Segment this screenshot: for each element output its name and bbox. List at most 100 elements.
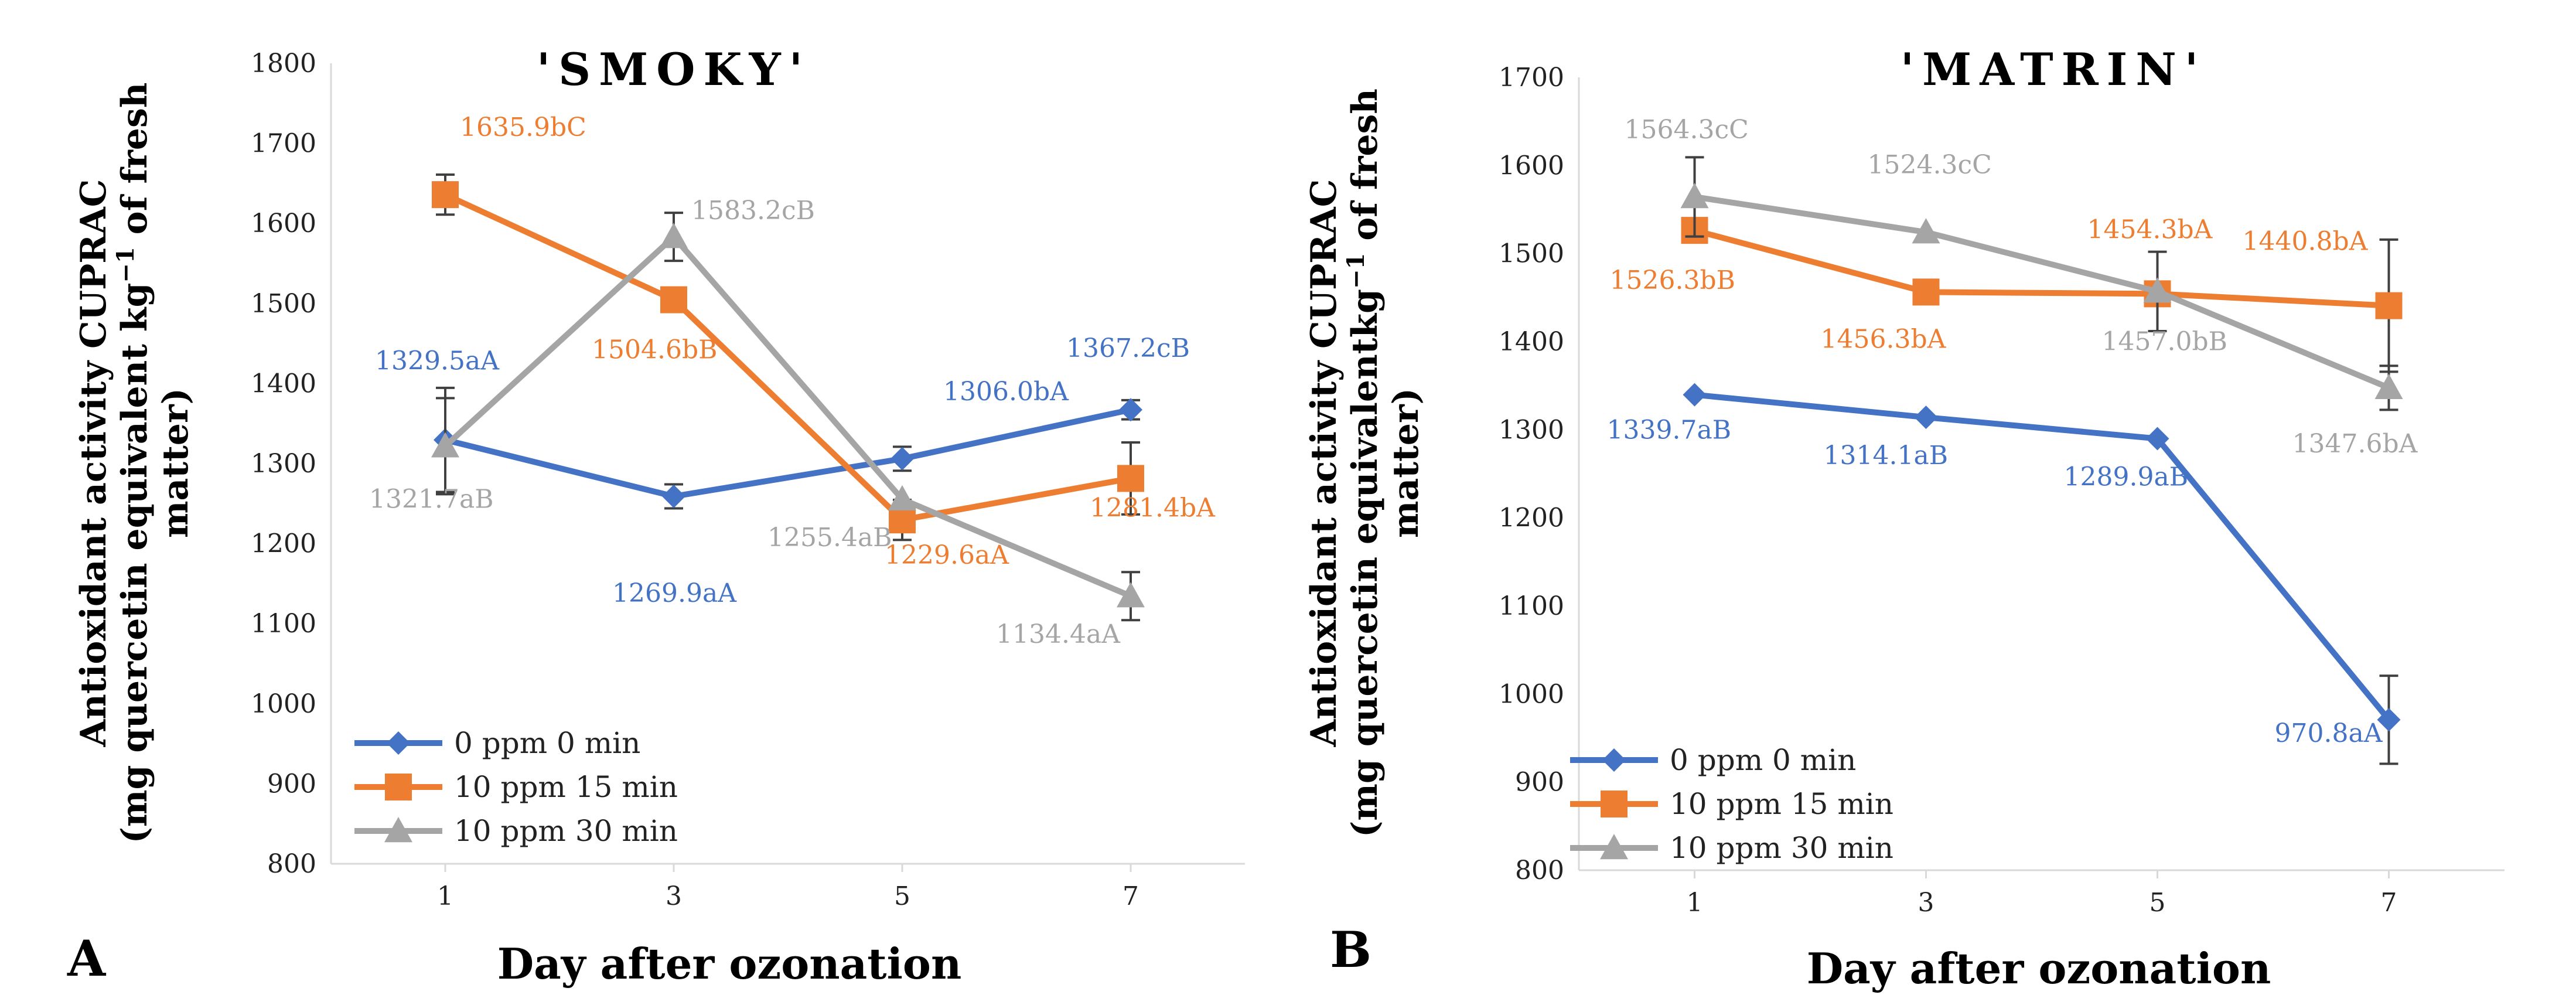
series-10-ppm-30-min: 1564.3cC 1524.3cC 1457.0bB 1347.6bA xyxy=(1625,115,2418,459)
data-point xyxy=(1912,278,1940,306)
series-line xyxy=(444,407,1132,500)
series-line xyxy=(1694,227,2389,309)
y-tick-label: 1100 xyxy=(1499,591,1564,621)
legend-label: 10 ppm 15 min xyxy=(1670,787,1893,821)
data-point xyxy=(888,485,916,511)
data-point xyxy=(2143,277,2172,303)
series-0-ppm-0-min: 1329.5aA 1269.9aA 1306.0bA 1367.2cB xyxy=(375,333,1190,608)
legend: 0 ppm 0 min 10 ppm 15 min 10 ppm 30 min xyxy=(354,726,678,848)
y-axis-label-superscript: −1 xyxy=(1342,253,1370,289)
legend-marker xyxy=(385,774,412,800)
data-point xyxy=(1683,383,1707,407)
x-tick-label: 5 xyxy=(894,881,910,911)
panel-letter: B xyxy=(1330,921,1371,979)
data-label: 1314.1aB xyxy=(1824,441,1949,471)
data-point xyxy=(1117,465,1144,492)
legend-label: 10 ppm 30 min xyxy=(454,814,678,848)
y-tick-label: 1800 xyxy=(251,49,316,79)
legend: 0 ppm 0 min 10 ppm 15 min 10 ppm 30 min xyxy=(1570,743,1893,865)
legend-marker xyxy=(1601,791,1628,817)
y-axis-label-line2-start: (mg quercetin equivalent kg xyxy=(114,283,155,844)
data-label: 1526.3bB xyxy=(1610,265,1735,295)
data-point xyxy=(1117,582,1145,608)
y-tick-label: 1000 xyxy=(1499,679,1564,709)
x-tick-label: 3 xyxy=(1918,888,1934,918)
legend-label: 0 ppm 0 min xyxy=(1670,743,1856,777)
data-point xyxy=(1914,406,1938,430)
data-point xyxy=(660,286,687,314)
legend-item: 0 ppm 0 min xyxy=(1570,743,1856,777)
y-tick-label: 1600 xyxy=(1499,151,1564,180)
y-tick-label: 1700 xyxy=(1499,63,1564,93)
y-tick-label: 900 xyxy=(267,769,316,799)
data-label: 1504.6bB xyxy=(592,335,717,365)
y-axis-label-line3: matter) xyxy=(155,388,196,538)
legend-item: 10 ppm 15 min xyxy=(1570,787,1893,821)
y-tick-label: 1200 xyxy=(1499,503,1564,533)
data-label: 1454.3bA xyxy=(2087,214,2213,244)
x-axis-label: Day after ozonation xyxy=(497,939,962,989)
data-label: 1367.2cB xyxy=(1066,333,1190,363)
series-10-ppm-15-min: 1526.3bB 1456.3bA 1454.3bA 1440.8bA xyxy=(1610,214,2403,373)
data-label: 1134.4aA xyxy=(996,619,1121,649)
data-point xyxy=(431,432,459,458)
data-point xyxy=(1119,398,1142,422)
data-label: 1289.9aB xyxy=(2064,462,2189,492)
legend-marker xyxy=(387,731,410,755)
x-tick-label: 7 xyxy=(1122,881,1139,911)
y-tick-label: 800 xyxy=(267,849,316,879)
data-label: 1456.3bA xyxy=(1821,324,1947,354)
legend-label: 10 ppm 15 min xyxy=(454,770,678,804)
series-line xyxy=(443,234,1132,599)
legend-label: 0 ppm 0 min xyxy=(454,726,640,760)
y-tick-label: 1600 xyxy=(251,209,316,239)
y-tick-label: 1300 xyxy=(251,449,316,479)
legend-item: 10 ppm 30 min xyxy=(354,814,678,848)
legend-marker xyxy=(1600,834,1628,860)
data-label: 1635.9bC xyxy=(460,113,586,142)
y-tick-label: 1100 xyxy=(251,609,316,639)
series-10-ppm-30-min: 1321.7aB 1583.2cB 1255.4aB 1134.4aA xyxy=(369,196,1145,649)
y-tick-label: 900 xyxy=(1515,768,1564,798)
data-label: 1269.9aA xyxy=(612,578,737,608)
legend-item: 0 ppm 0 min xyxy=(354,726,640,760)
x-tick-label: 3 xyxy=(666,881,682,911)
chart-title: 'SMOKY' xyxy=(537,43,811,96)
x-tick-label: 5 xyxy=(2149,888,2166,918)
legend-label: 10 ppm 30 min xyxy=(1670,831,1893,865)
data-point xyxy=(432,181,459,209)
data-point xyxy=(890,447,914,471)
y-tick-label: 800 xyxy=(1515,856,1564,885)
y-axis-label-line1: Antioxidant activity CUPRAC xyxy=(73,179,114,748)
y-axis-label-line2-end: of fresh xyxy=(1345,88,1386,253)
data-label: 1339.7aB xyxy=(1607,415,1732,445)
y-tick-label: 1500 xyxy=(1499,239,1564,269)
data-point xyxy=(2145,427,2169,451)
data-point xyxy=(662,485,685,509)
y-axis-label: Antioxidant activity CUPRAC (mg quercetin… xyxy=(1304,88,1427,837)
data-label: 1347.6bA xyxy=(2292,429,2418,459)
legend-marker xyxy=(1602,748,1626,772)
data-point xyxy=(2374,373,2403,399)
series-10-ppm-15-min: 1635.9bC 1504.6bB 1229.6aA 1281.4bA xyxy=(432,113,1216,570)
data-label: 1321.7aB xyxy=(369,484,494,514)
data-point xyxy=(1680,183,1709,209)
data-point xyxy=(1912,218,1940,244)
x-tick-label: 1 xyxy=(1687,888,1703,918)
x-tick-label: 1 xyxy=(437,881,453,911)
data-label: 1229.6aA xyxy=(885,540,1009,570)
legend-item: 10 ppm 15 min xyxy=(354,770,678,804)
y-axis-label-line2-start: (mg quercetin equivalentkg xyxy=(1345,289,1386,837)
panel-letter: A xyxy=(67,929,107,987)
legend-item: 10 ppm 30 min xyxy=(1570,831,1893,865)
data-label: 1255.4aB xyxy=(767,523,892,553)
x-tick-label: 7 xyxy=(2381,888,2397,918)
data-point xyxy=(660,223,688,248)
data-label: 1329.5aA xyxy=(375,346,500,376)
data-label: 1564.3cC xyxy=(1625,115,1749,145)
data-label: 1306.0bA xyxy=(943,377,1069,407)
series-line xyxy=(1694,194,2390,391)
y-axis-label-superscript: −1 xyxy=(112,247,139,282)
data-label: 1281.4bA xyxy=(1090,493,1216,523)
y-tick-label: 1500 xyxy=(251,289,316,319)
